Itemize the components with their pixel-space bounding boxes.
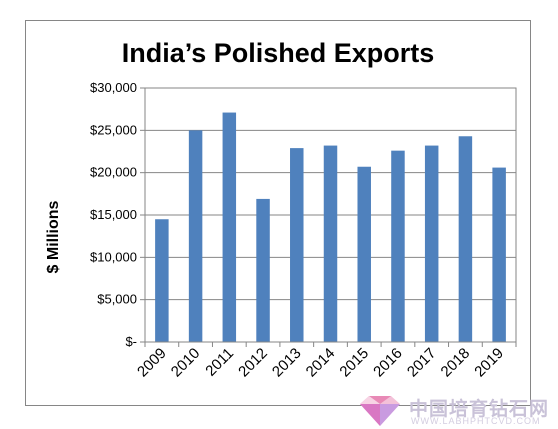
y-tick-label: $-	[125, 334, 137, 349]
bar-2018	[458, 136, 473, 342]
x-tick-label: 2009	[134, 345, 170, 381]
chart-frame: India’s Polished Exports $ Millions $- $5…	[25, 20, 531, 406]
bar-2017	[424, 145, 439, 342]
bar-2009	[155, 219, 169, 342]
y-tick-label: $30,000	[90, 80, 137, 95]
x-tick-label: 2015	[336, 345, 372, 381]
x-tick-label: 2017	[404, 345, 440, 381]
bars	[155, 112, 506, 342]
x-tick-labels: 2009201020112012201320142015201620172018…	[134, 345, 507, 381]
bar-2012	[256, 198, 270, 342]
x-tick-label: 2018	[438, 345, 474, 381]
bar-2016	[391, 150, 405, 342]
bar-2011	[222, 112, 237, 342]
x-tick-label: 2011	[202, 345, 237, 380]
y-axis-label: $ Millions	[45, 200, 62, 273]
y-tick-label: $20,000	[90, 165, 137, 180]
diamond-logo-icon	[360, 396, 400, 426]
x-tick-label: 2019	[471, 345, 507, 381]
bar-chart: India’s Polished Exports $ Millions $- $5…	[45, 38, 517, 381]
y-tick-label: $15,000	[90, 207, 137, 222]
bar-2014	[323, 145, 338, 342]
y-tick-label: $25,000	[90, 122, 137, 137]
chart-title: India’s Polished Exports	[122, 38, 435, 68]
y-tick-label: $10,000	[90, 249, 137, 264]
x-tick-label: 2010	[168, 345, 204, 381]
plot-area-border	[144, 87, 517, 343]
x-tick-label: 2016	[370, 345, 406, 381]
x-tick-label: 2012	[235, 345, 271, 381]
y-tick-labels: $- $5,000 $10,000 $15,000 $20,000 $25,000 $30,…	[90, 80, 137, 349]
bar-2010	[188, 130, 203, 342]
watermark-text: 中国培育钻石网	[409, 398, 550, 420]
y-tick-label: $5,000	[97, 292, 137, 307]
x-tick-label: 2013	[269, 345, 305, 381]
watermark-url: WWW.LABHPHTCVD.COM	[411, 416, 541, 426]
bar-2019	[492, 167, 506, 342]
x-tick-label: 2014	[303, 345, 339, 381]
watermark: 中国培育钻石网 WWW.LABHPHTCVD.COM	[355, 392, 558, 429]
bar-2015	[357, 166, 371, 342]
bar-2013	[290, 148, 304, 342]
axes	[140, 87, 517, 347]
